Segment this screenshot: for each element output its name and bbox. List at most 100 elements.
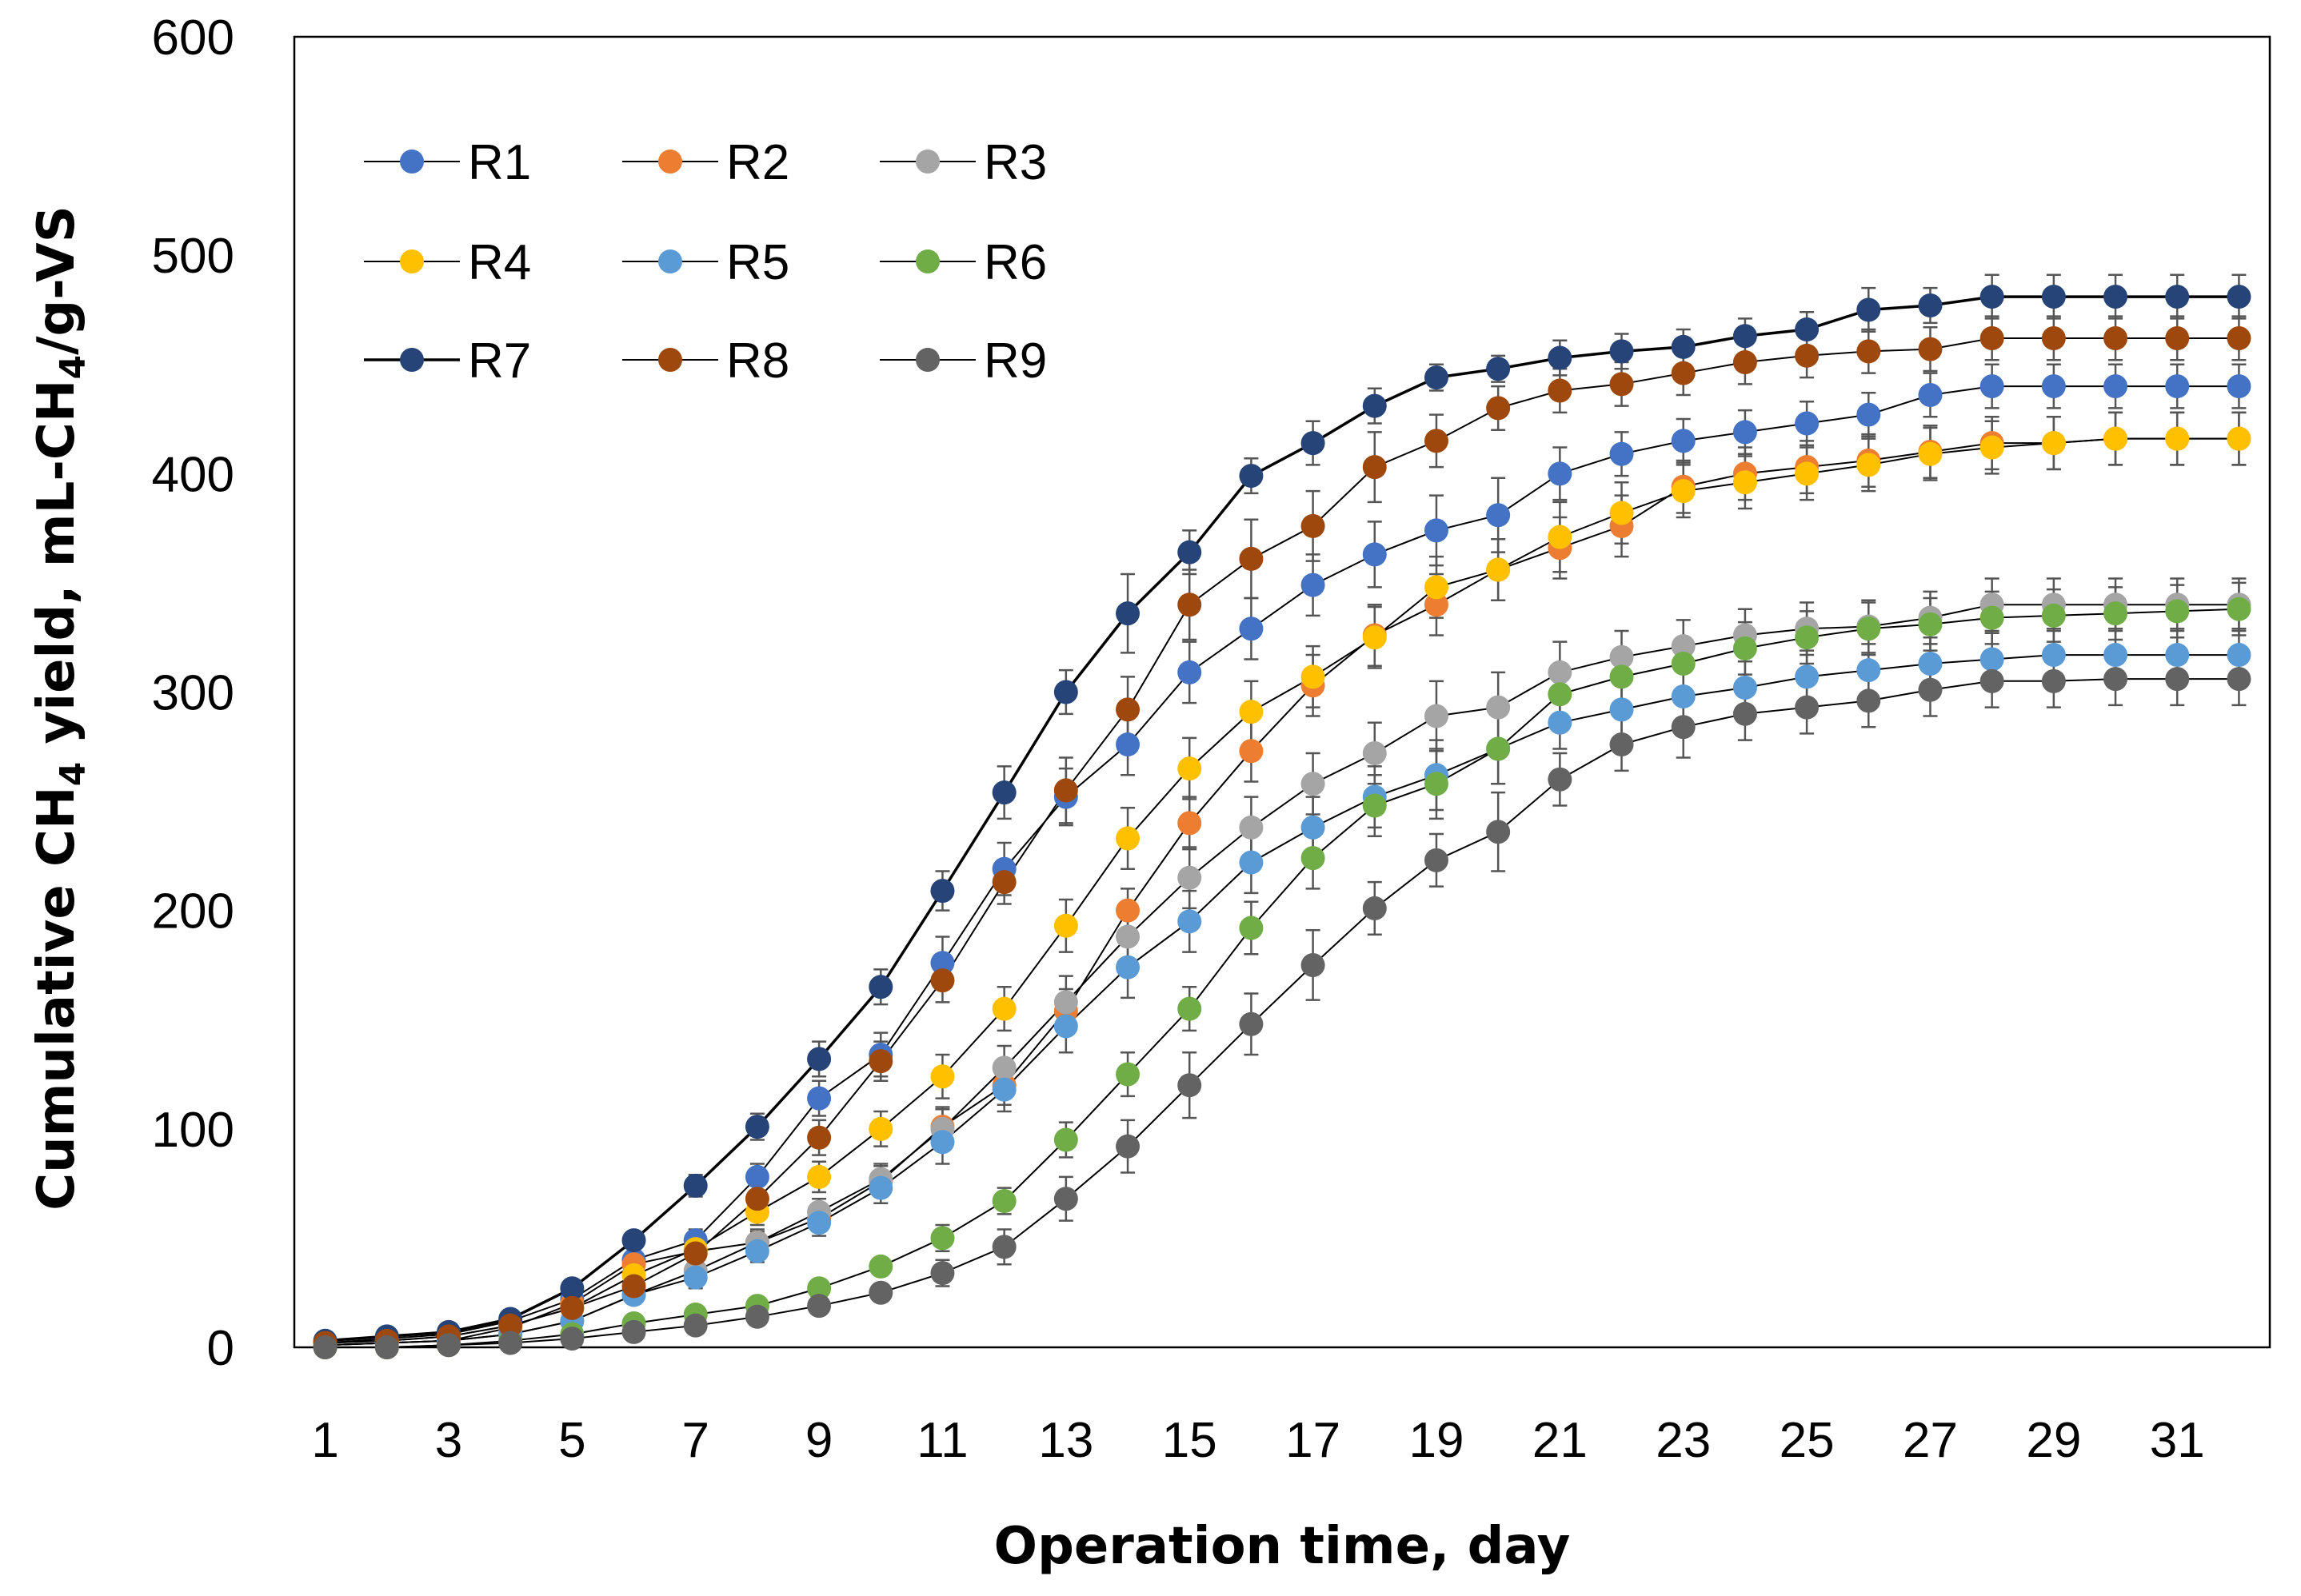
data-point-R7 xyxy=(1732,324,1757,349)
data-point-R6 xyxy=(1116,1062,1141,1087)
y-tick-label: 100 xyxy=(152,1103,234,1158)
plot-frame xyxy=(293,35,2271,1349)
data-point-R5 xyxy=(1239,850,1264,875)
data-point-R6 xyxy=(1424,772,1448,796)
x-axis-ticks: 1 3 5 7 9 11 13 15 17 19 21 23 25 27 29 31 xyxy=(311,1413,2204,1468)
y-axis-title: Cumulative CH4 yield, mL-CH4/g-VS xyxy=(27,205,94,1211)
data-point-R6 xyxy=(1732,636,1757,660)
data-point-R6 xyxy=(2103,601,2128,626)
data-point-R7 xyxy=(807,1047,832,1071)
data-point-R8 xyxy=(683,1241,708,1266)
legend-label-R2: R2 xyxy=(726,135,789,190)
data-point-R4 xyxy=(1856,453,1881,477)
data-point-R7 xyxy=(930,879,955,904)
data-point-R5 xyxy=(2041,643,2066,668)
data-point-R5 xyxy=(1732,676,1757,700)
data-point-R8 xyxy=(1795,343,1820,368)
data-point-R8 xyxy=(745,1187,769,1211)
data-point-R4 xyxy=(2103,426,2128,451)
data-point-R7 xyxy=(1486,357,1511,381)
data-point-R1 xyxy=(1671,429,1696,453)
data-point-R9 xyxy=(807,1294,832,1319)
data-point-R9 xyxy=(745,1304,769,1329)
y-axis-title-subscript: 4 xyxy=(53,355,94,380)
data-point-R3 xyxy=(1116,924,1141,949)
data-point-R1 xyxy=(2041,374,2066,399)
legend-label-R1: R1 xyxy=(468,135,531,190)
data-point-R9 xyxy=(1918,677,1943,702)
data-point-R5 xyxy=(1979,647,2004,672)
data-point-R5 xyxy=(1918,651,1943,676)
legend-label-R5: R5 xyxy=(726,235,789,290)
data-point-R8 xyxy=(1609,372,1634,397)
data-point-R9 xyxy=(2165,667,2190,692)
y-axis-title-part: Cumulative CH xyxy=(27,786,86,1210)
data-point-R4 xyxy=(1362,625,1387,650)
data-point-R1 xyxy=(1177,660,1202,684)
data-point-R6 xyxy=(1177,996,1202,1021)
data-point-R4 xyxy=(1979,435,2004,460)
data-point-R6 xyxy=(1795,625,1820,650)
x-tick-label: 21 xyxy=(1532,1413,1588,1468)
data-point-R9 xyxy=(1486,820,1511,844)
data-point-R4 xyxy=(2227,426,2251,451)
data-point-R9 xyxy=(1979,668,2004,693)
data-point-R8 xyxy=(930,968,955,993)
data-point-R2 xyxy=(1424,593,1448,617)
data-point-R5 xyxy=(807,1211,832,1235)
data-point-R1 xyxy=(1116,732,1141,757)
data-point-R2 xyxy=(1239,739,1264,764)
legend-label-R4: R4 xyxy=(468,235,531,290)
data-point-R8 xyxy=(1979,325,2004,350)
x-tick-label: 29 xyxy=(2026,1413,2081,1468)
data-point-R7 xyxy=(1177,540,1202,565)
data-point-R5 xyxy=(1300,815,1325,840)
data-point-R6 xyxy=(807,1276,832,1301)
data-point-R6 xyxy=(930,1226,955,1251)
data-point-R4 xyxy=(1300,664,1325,689)
y-tick-label: 300 xyxy=(152,666,234,721)
data-point-R1 xyxy=(930,951,955,976)
x-tick-label: 13 xyxy=(1038,1413,1093,1468)
data-point-R8 xyxy=(2103,325,2128,350)
y-tick-label: 200 xyxy=(152,884,234,940)
x-tick-label: 23 xyxy=(1656,1413,1711,1468)
data-point-R4 xyxy=(869,1116,893,1141)
y-axis-title-part: /g-VS xyxy=(27,205,86,355)
data-point-R4 xyxy=(2041,431,2066,456)
legend-label-R9: R9 xyxy=(984,333,1047,389)
data-point-R3 xyxy=(1671,634,1696,659)
legend-marker-R3 xyxy=(916,150,940,174)
data-point-R1 xyxy=(1548,461,1572,486)
data-point-R6 xyxy=(1548,682,1572,707)
legend-label-R8: R8 xyxy=(726,333,789,389)
data-point-R9 xyxy=(436,1333,461,1358)
legend-marker-R6 xyxy=(916,249,940,273)
data-point-R1 xyxy=(2103,374,2128,399)
data-point-R3 xyxy=(1362,740,1387,765)
data-point-R9 xyxy=(621,1319,646,1344)
data-point-R1 xyxy=(1239,616,1264,641)
legend-marker-R7 xyxy=(400,348,424,372)
data-point-R5 xyxy=(2103,643,2128,668)
data-point-R4 xyxy=(992,996,1017,1021)
data-point-R3 xyxy=(1424,704,1448,728)
data-point-R9 xyxy=(2227,667,2251,692)
data-point-R9 xyxy=(930,1261,955,1286)
legend-label-R7: R7 xyxy=(468,333,531,389)
data-point-R8 xyxy=(807,1125,832,1150)
data-point-R7 xyxy=(621,1228,646,1253)
data-point-R9 xyxy=(1732,701,1757,726)
data-point-R9 xyxy=(1362,896,1387,920)
data-point-R8 xyxy=(1116,697,1141,722)
data-point-R8 xyxy=(2165,325,2190,350)
data-point-R8 xyxy=(1856,339,1881,364)
data-point-R9 xyxy=(2103,667,2128,692)
data-point-R4 xyxy=(1486,557,1511,582)
data-point-R6 xyxy=(1486,736,1511,761)
x-tick-label: 19 xyxy=(1408,1413,1464,1468)
data-point-R1 xyxy=(2165,374,2190,399)
data-point-R6 xyxy=(992,1188,1017,1213)
x-tick-label: 15 xyxy=(1162,1413,1217,1468)
